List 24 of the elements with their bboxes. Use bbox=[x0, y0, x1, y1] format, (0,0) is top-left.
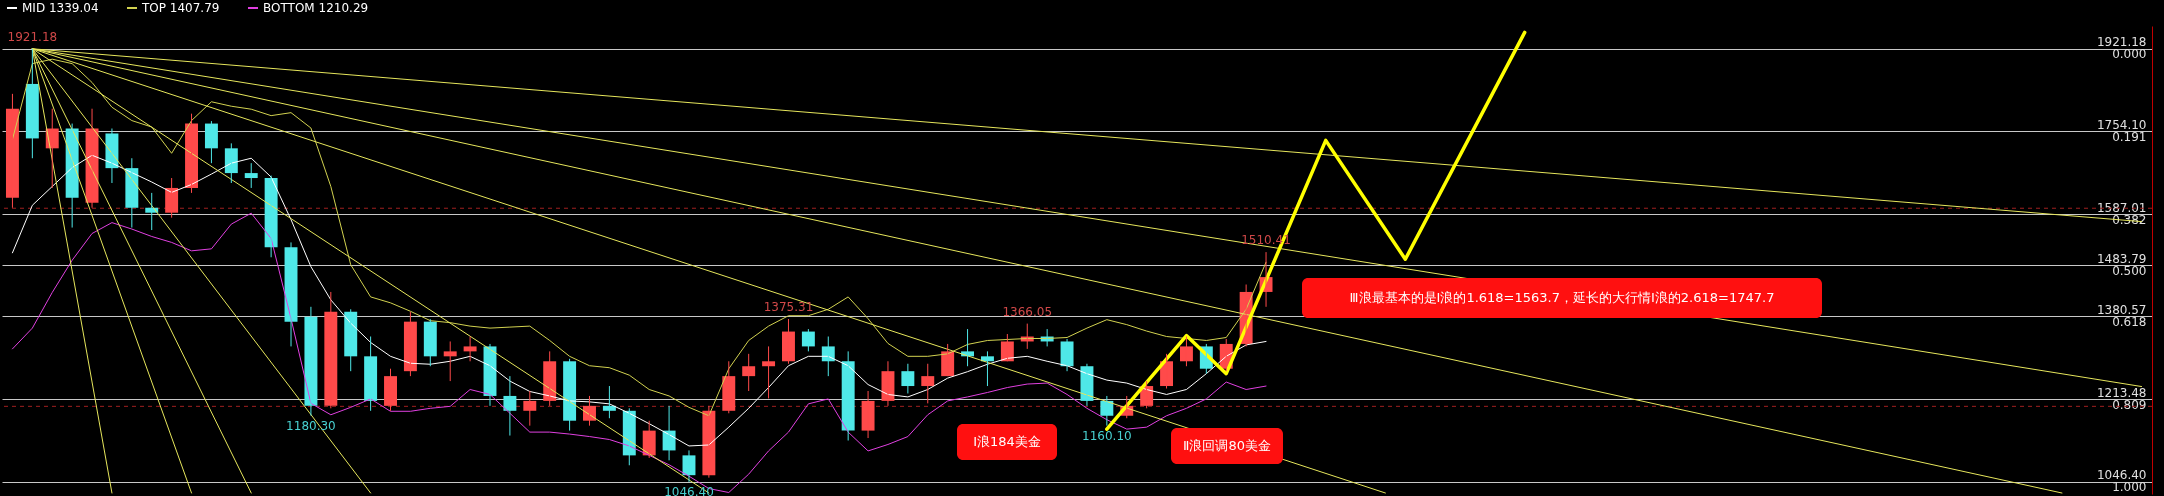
y2-tick-label: 0.191 bbox=[2112, 129, 2147, 144]
annotation: Ⅲ浪最基本的是Ⅰ浪的1.618=1563.7，延长的大行情Ⅰ浪的2.618=1747.7 bbox=[1349, 290, 1775, 305]
y2-tick-label: 0.809 bbox=[2112, 397, 2147, 412]
y-tick-label: 1754.10 bbox=[2096, 117, 2147, 132]
legend-label: BOTTOM 1210.29 bbox=[263, 1, 369, 15]
y-tick-label: 1483.79 bbox=[2096, 251, 2147, 266]
annotation: 1921.18 bbox=[7, 29, 58, 44]
y-tick-label: 1046.40 bbox=[2096, 468, 2147, 483]
y2-tick-label: 1.000 bbox=[2112, 480, 2147, 495]
y2-tick-label: 0.500 bbox=[2112, 263, 2147, 278]
annotation: 1160.10 bbox=[1082, 428, 1132, 443]
annotation: 1046.40 bbox=[664, 484, 714, 496]
y-tick-label: 1921.18 bbox=[2096, 35, 2147, 50]
annotation: Ⅰ浪184美金 bbox=[973, 434, 1041, 449]
annotation: 1366.05 bbox=[1002, 304, 1053, 319]
y2-tick-label: 0.000 bbox=[2112, 47, 2147, 62]
y2-tick-label: 0.618 bbox=[2112, 314, 2147, 329]
annotation: 1375.31 bbox=[763, 300, 814, 315]
y-tick-label: 1380.57 bbox=[2096, 302, 2147, 317]
annotation: Ⅱ浪回调80美金 bbox=[1183, 438, 1271, 453]
y-tick-label: 1587.01 bbox=[2096, 200, 2147, 215]
legend-label: MID 1339.04 bbox=[22, 1, 99, 15]
legend-label: TOP 1407.79 bbox=[141, 1, 220, 15]
y-tick-label: 1213.48 bbox=[2096, 385, 2147, 400]
